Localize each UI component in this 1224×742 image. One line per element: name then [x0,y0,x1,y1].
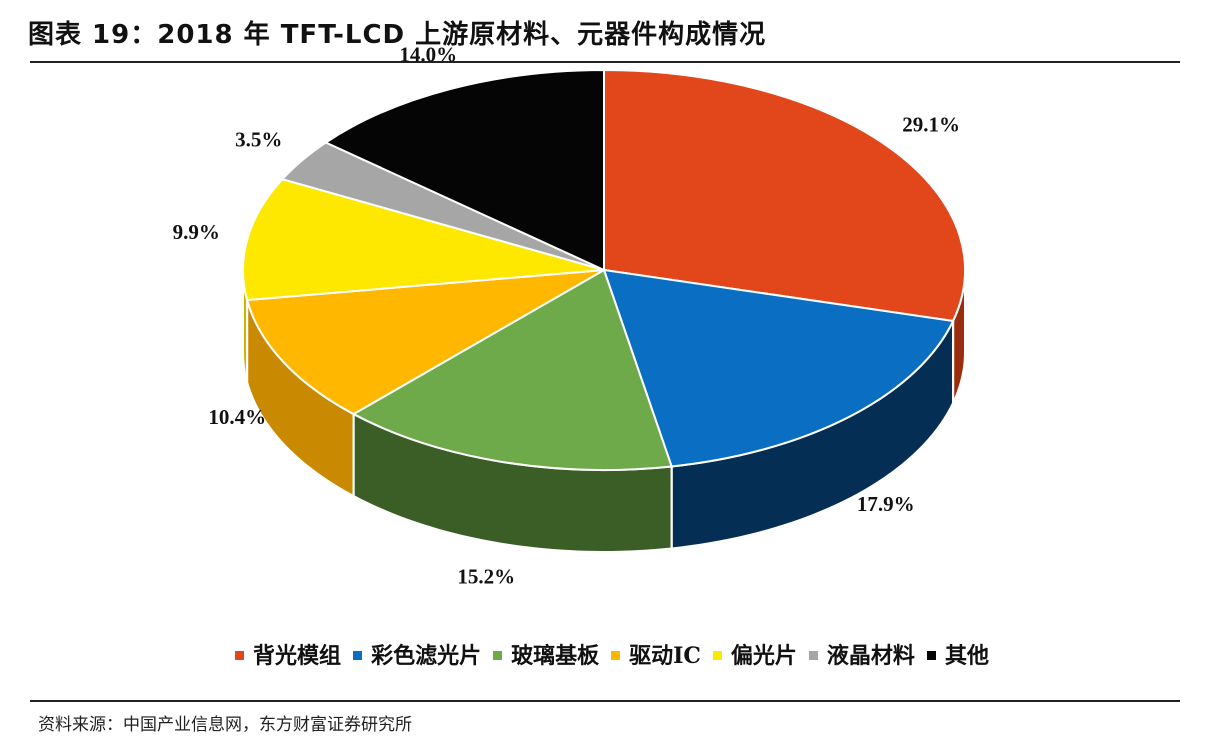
legend-label: 彩色滤光片 [371,643,482,669]
legend-item: 背光模组 [235,638,341,670]
legend-label: 液晶材料 [826,643,915,669]
legend-swatch [611,650,621,660]
pie-slice-4 [242,178,605,302]
legend-item: 驱动IC [611,638,701,670]
legend-label: 驱动IC [629,643,701,669]
legend-swatch [926,650,936,660]
legend-item: 其他 [926,638,989,670]
legend-label: 背光模组 [253,643,342,669]
footer-divider [30,700,1180,702]
pie-slice-6 [324,69,605,271]
pie-chart: 29.1% 17.9% 15.2% 10.4% 9.9% 3.5% 14.0% [173,43,966,589]
legend-label: 其他 [944,643,989,669]
legend-swatch [493,650,503,660]
pie-labels: 29.1% 17.9% 15.2% 10.4% 9.9% 3.5% 14.0% [173,43,960,589]
legend-swatch [235,650,245,660]
pie-percent-label: 29.1% [902,113,960,137]
legend-item: 液晶材料 [808,638,915,670]
legend-item: 偏光片 [712,638,797,670]
pie-slice-2 [352,269,673,471]
legend-item: 彩色滤光片 [353,638,481,670]
pie-tops [242,69,966,471]
legend-swatch [808,650,818,660]
page-title: 图表 19：2018 年 TFT-LCD 上游原材料、元器件构成情况 [28,20,767,50]
legend-item: 玻璃基板 [493,638,599,670]
pie-percent-label: 10.4% [208,405,266,429]
source-note: 资料来源：中国产业信息网，东方财富证券研究所 [38,715,412,735]
pie-slice-0 [603,69,966,322]
pie-sides [242,269,966,553]
pie-slice-1 [603,269,955,468]
title-divider [30,61,1180,63]
pie-slice-3 [246,269,605,416]
pie-percent-label: 9.9% [173,220,220,244]
pie-percent-label: 14.0% [399,43,457,67]
pie-percent-label: 3.5% [235,127,282,151]
pie-percent-label: 17.9% [857,492,915,516]
chart-legend: 背光模组 彩色滤光片 玻璃基板 驱动IC 偏光片 液晶材料 其他 [0,638,1224,670]
legend-label: 偏光片 [730,643,797,669]
legend-swatch [712,650,722,660]
legend-swatch [353,650,363,660]
pie-percent-label: 15.2% [457,565,515,589]
legend-label: 玻璃基板 [511,643,600,669]
